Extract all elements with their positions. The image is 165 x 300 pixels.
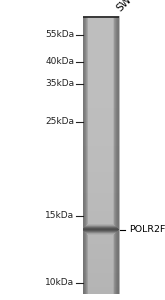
Bar	[82, 16, 85, 294]
Bar	[117, 16, 119, 294]
Text: 15kDa: 15kDa	[45, 212, 74, 220]
Bar	[118, 16, 119, 294]
Bar	[115, 16, 119, 294]
Bar	[114, 16, 119, 294]
Text: 55kDa: 55kDa	[45, 30, 74, 39]
Bar	[82, 16, 85, 294]
Bar	[118, 16, 119, 294]
Text: 25kDa: 25kDa	[45, 117, 74, 126]
Text: 35kDa: 35kDa	[45, 80, 74, 88]
Bar	[82, 16, 85, 294]
Bar	[82, 16, 86, 294]
Bar	[82, 16, 84, 294]
Bar	[115, 16, 119, 294]
Text: 40kDa: 40kDa	[45, 57, 74, 66]
Bar	[116, 16, 119, 294]
Bar	[114, 16, 119, 294]
Bar	[117, 16, 119, 294]
Bar	[82, 16, 84, 294]
Bar	[115, 16, 119, 294]
Bar	[82, 16, 83, 294]
Bar	[82, 16, 88, 294]
Bar	[118, 16, 119, 294]
Bar	[82, 16, 87, 294]
Bar	[117, 16, 119, 294]
Text: SW620: SW620	[115, 0, 148, 14]
Bar	[115, 16, 119, 294]
Bar	[82, 16, 86, 294]
Text: POLR2F: POLR2F	[129, 225, 165, 234]
Bar	[82, 16, 87, 294]
Bar	[82, 16, 83, 294]
Bar	[116, 16, 119, 294]
Bar	[82, 16, 84, 294]
Text: 10kDa: 10kDa	[45, 278, 74, 287]
Bar	[82, 16, 86, 294]
Bar	[113, 16, 119, 294]
Bar	[82, 16, 88, 294]
